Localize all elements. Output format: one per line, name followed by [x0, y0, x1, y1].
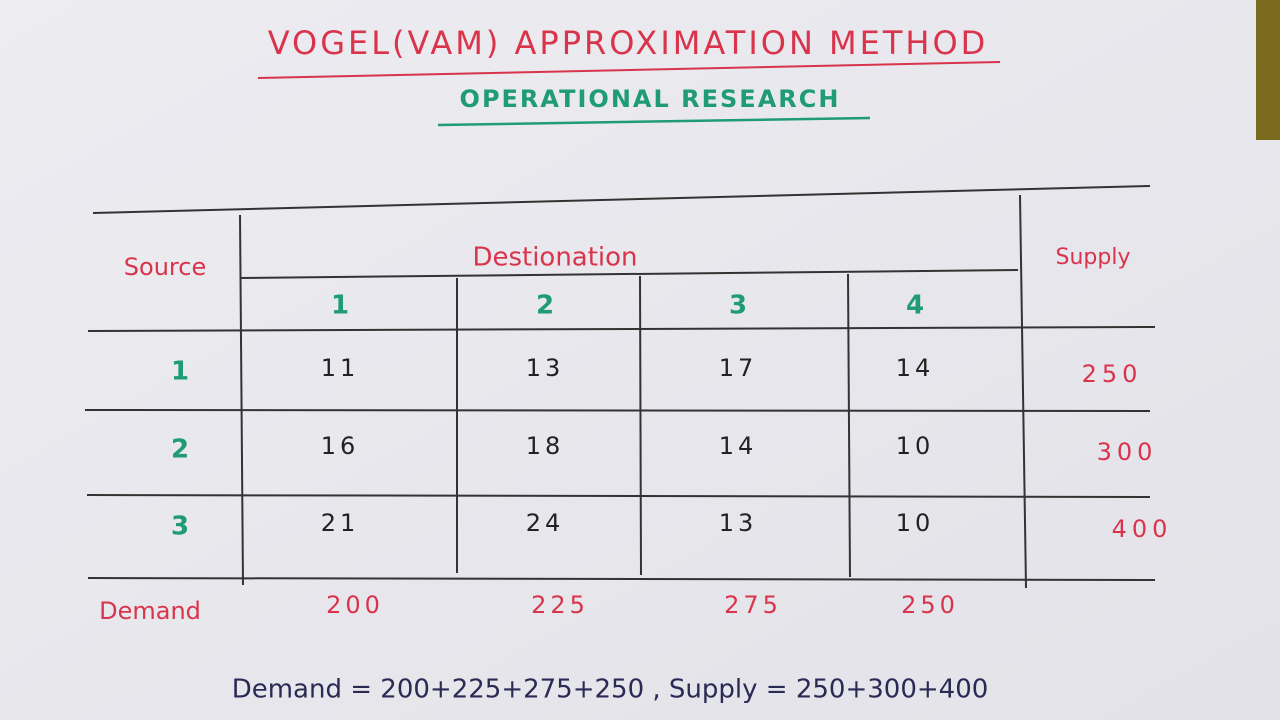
destination-index: 2 — [536, 291, 554, 321]
formula: Demand = 200+225+275+250 , Supply = 250+… — [232, 675, 989, 705]
supply-value: 400 — [1112, 515, 1173, 543]
destination-index: 1 — [331, 291, 349, 321]
cost-cell: 17 — [719, 354, 758, 382]
cost-cell: 14 — [896, 354, 935, 382]
source-index: 2 — [171, 435, 189, 465]
demand-value: 275 — [724, 591, 782, 619]
cost-cell: 10 — [896, 509, 935, 537]
rule — [87, 326, 1156, 332]
cost-cell: 14 — [719, 432, 758, 460]
source-header: Source — [124, 253, 206, 281]
cost-cell: 13 — [526, 354, 565, 382]
demand-label: Demand — [99, 597, 201, 625]
destination-index: 3 — [729, 291, 747, 321]
title: VOGEL(VAM) APPROXIMATION METHOD — [268, 24, 989, 62]
cost-cell: 24 — [526, 509, 565, 537]
cost-cell: 10 — [896, 432, 935, 460]
rule — [84, 409, 1151, 412]
supply-value: 300 — [1097, 438, 1158, 466]
rule — [239, 214, 244, 586]
cost-cell: 21 — [321, 509, 360, 537]
rule — [847, 273, 851, 578]
title-underline — [257, 61, 1001, 79]
cost-cell: 18 — [526, 432, 565, 460]
supply-value: 250 — [1082, 360, 1143, 388]
cost-cell: 16 — [321, 432, 360, 460]
source-index: 1 — [171, 357, 189, 387]
supply-header: Supply — [1056, 245, 1131, 270]
rule — [87, 577, 1156, 581]
cost-cell: 11 — [321, 354, 360, 382]
rule — [239, 269, 1019, 279]
subtitle: OPERATIONAL RESEARCH — [460, 85, 841, 113]
rule — [86, 494, 1151, 498]
subtitle-underline — [437, 116, 871, 127]
rule — [92, 185, 1151, 214]
edge — [1256, 0, 1280, 140]
grid — [84, 185, 1156, 589]
demand-value: 225 — [531, 591, 589, 619]
demand-value: 250 — [901, 591, 959, 619]
destination-index: 4 — [906, 291, 924, 321]
source-index: 3 — [171, 512, 189, 542]
rule — [639, 275, 642, 576]
demand-value: 200 — [326, 591, 384, 619]
destination-header: Destionation — [472, 243, 637, 273]
rule — [1019, 194, 1027, 589]
cost-cell: 13 — [719, 509, 758, 537]
